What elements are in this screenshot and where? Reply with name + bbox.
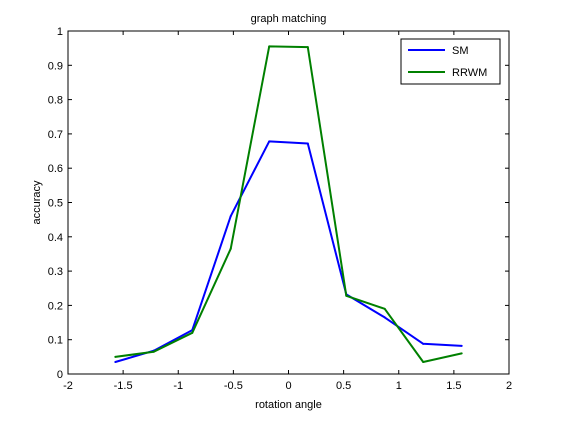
axis-ticks: -2 -1.5 -1 -0.5 0 0.5 1 1.5 2 0 0.1 0.2 0.3 0.4 0.5 0.6…	[48, 26, 512, 392]
data-point-sm	[383, 316, 386, 319]
x-axis-label: rotation angle	[255, 399, 322, 411]
y-tick-label: 0.5	[48, 198, 63, 210]
data-point-rrwm	[422, 360, 425, 363]
data-point-rrwm	[268, 45, 271, 48]
y-tick-label: 0	[57, 369, 63, 381]
data-point-rrwm	[191, 331, 194, 334]
x-tick-label: 0.5	[336, 380, 351, 392]
data-point-sm	[422, 342, 425, 345]
x-tick-label: 1.5	[446, 380, 461, 392]
y-tick-label: 0.7	[48, 129, 63, 141]
x-tick-label: -0.5	[224, 380, 243, 392]
y-tick-label: 0.6	[48, 163, 63, 175]
legend-box	[400, 38, 501, 85]
chart-title: graph matching	[251, 13, 327, 25]
data-point-sm	[114, 360, 117, 363]
x-tick-label: -1	[173, 380, 183, 392]
data-point-rrwm	[345, 294, 348, 297]
data-point-rrwm	[306, 46, 309, 49]
legend-label-rrwm: RRWM	[452, 67, 487, 79]
y-tick-label: 1	[57, 26, 63, 38]
series-line-rrwm	[115, 45, 462, 363]
data-point-rrwm	[152, 350, 155, 353]
y-tick-label: 0.8	[48, 95, 63, 107]
x-tick-label: 2	[506, 380, 512, 392]
y-tick-label: 0.9	[48, 60, 63, 72]
plot-area	[67, 30, 510, 375]
data-point-rrwm	[460, 352, 463, 355]
data-point-rrwm	[229, 247, 232, 250]
data-point-sm	[460, 344, 463, 347]
series-line-sm	[115, 140, 462, 363]
data-point-sm	[306, 142, 309, 145]
y-tick-label: 0.2	[48, 300, 63, 312]
x-tick-label: -2	[63, 380, 73, 392]
series-layer	[114, 45, 463, 363]
data-point-sm	[268, 140, 271, 143]
x-tick-label: 1	[396, 380, 402, 392]
y-tick-label: 0.3	[48, 266, 63, 278]
y-tick-label: 0.1	[48, 335, 63, 347]
data-point-rrwm	[114, 355, 117, 358]
data-point-sm	[229, 215, 232, 218]
y-axis-label: accuracy	[31, 180, 43, 225]
legend-label-sm: SM	[452, 45, 469, 57]
x-tick-label: -1.5	[114, 380, 133, 392]
y-tick-label: 0.4	[48, 232, 63, 244]
x-tick-label: 0	[285, 380, 291, 392]
legend: SM RRWM	[400, 38, 501, 85]
data-point-rrwm	[383, 307, 386, 310]
